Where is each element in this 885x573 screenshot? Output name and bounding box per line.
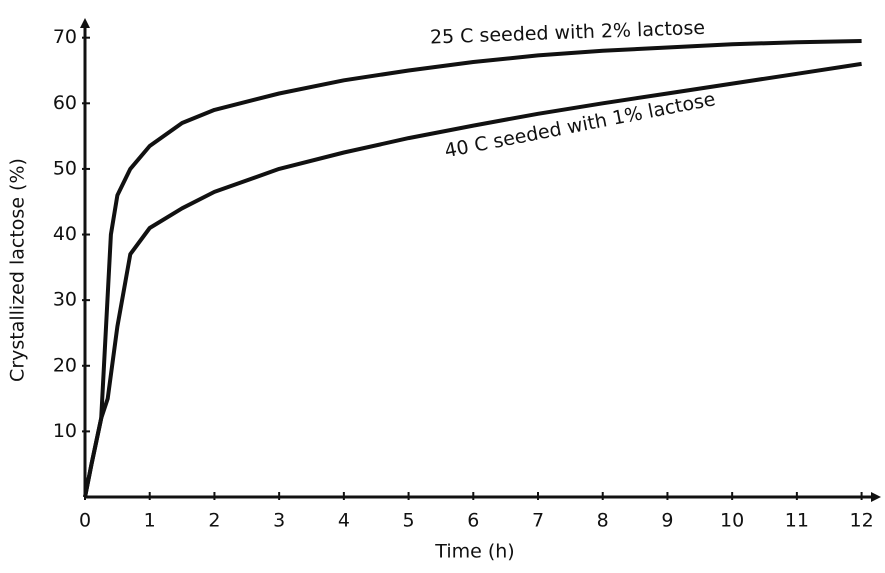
y-tick-label: 70 (53, 26, 77, 48)
x-tick-label: 4 (338, 510, 350, 532)
x-tick-label: 10 (720, 510, 744, 532)
x-tick-label: 6 (467, 510, 479, 532)
x-tick-label: 0 (79, 510, 91, 532)
y-axis-label: Crystallized lactose (%) (7, 158, 29, 382)
series-line (83, 39, 862, 498)
x-tick-label: 2 (208, 510, 220, 532)
y-tick-label: 60 (53, 92, 77, 114)
x-axis-label: Time (h) (434, 541, 514, 563)
y-tick-label: 20 (53, 354, 77, 376)
y-tick-label: 50 (53, 157, 77, 179)
x-tick-label: 12 (849, 510, 873, 532)
y-axis-arrow (80, 18, 90, 28)
x-tick-label: 1 (144, 510, 156, 532)
x-tick-label: 9 (661, 510, 673, 532)
x-tick-label: 3 (273, 510, 285, 532)
x-tick-label: 11 (785, 510, 809, 532)
x-axis-arrow (871, 492, 881, 502)
x-tick-label: 8 (597, 510, 609, 532)
y-tick-label: 40 (53, 223, 77, 245)
x-tick-label: 5 (403, 510, 415, 532)
series-label: 25 C seeded with 2% lactose (430, 17, 706, 49)
y-tick-label: 10 (53, 420, 77, 442)
y-tick-label: 30 (53, 289, 77, 311)
x-tick-label: 7 (532, 510, 544, 532)
series-line (83, 61, 862, 498)
